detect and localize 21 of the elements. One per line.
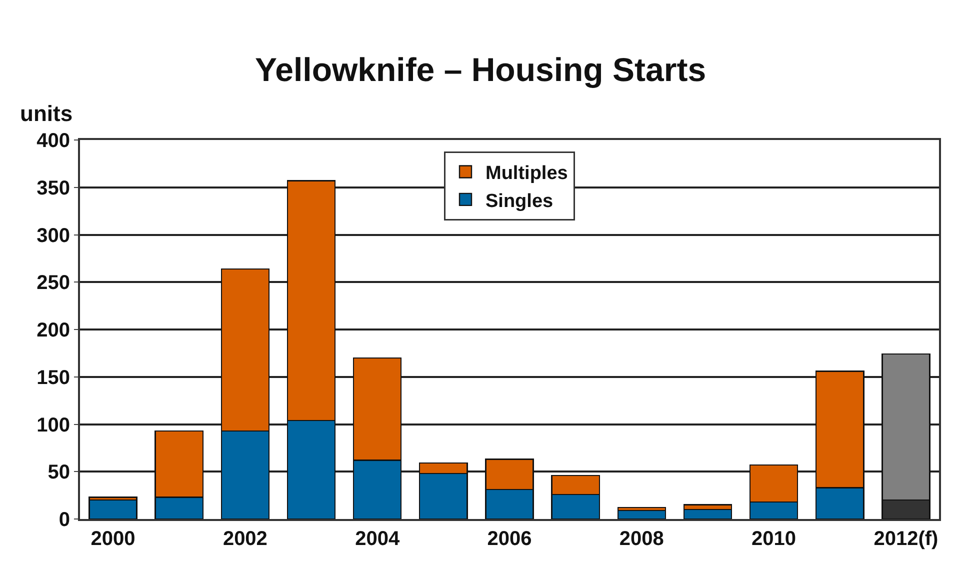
legend-label: Multiples [486, 163, 568, 184]
x-tick-label: 2010 [752, 528, 796, 550]
y-axis-title: units [20, 101, 73, 126]
x-tick-label: 2000 [90, 528, 136, 550]
x-tick-label: 2002 [222, 528, 268, 550]
x-tick-label: 2008 [619, 528, 664, 550]
y-tick-label: 350 [36, 177, 70, 200]
x-tick-label: 2006 [487, 528, 532, 550]
y-tick-label: 400 [36, 130, 70, 152]
legend-label: Singles [486, 190, 554, 212]
x-tick-label: 2004 [355, 528, 400, 550]
y-tick-label: 150 [36, 366, 70, 389]
y-tick-label: 200 [36, 320, 70, 342]
y-tick-label: 50 [48, 462, 70, 484]
y-tick-label: 100 [36, 414, 70, 436]
y-tick-label: 300 [36, 224, 70, 247]
chart-title: Yellowknife – Housing Starts [254, 51, 706, 88]
y-tick-label: 250 [36, 272, 70, 294]
bar [88, 499, 138, 519]
y-tick-label: 0 [58, 509, 70, 531]
x-tick-label: 2012(f) [874, 528, 938, 550]
